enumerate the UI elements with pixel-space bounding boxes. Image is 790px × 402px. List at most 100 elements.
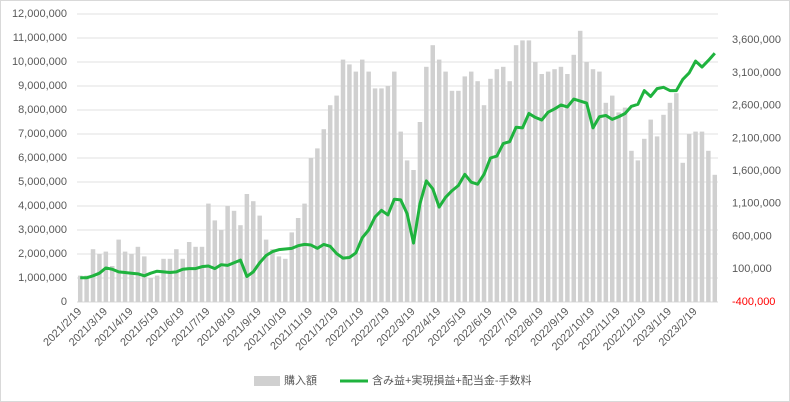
bar — [199, 246, 205, 302]
y-tick-label: 11,000,000 — [13, 32, 67, 44]
bar — [571, 54, 577, 302]
bar — [360, 59, 365, 302]
bar — [327, 105, 333, 302]
bar — [167, 258, 173, 302]
bar — [699, 131, 705, 302]
bar — [77, 275, 83, 302]
bar — [186, 242, 192, 302]
bar — [526, 40, 532, 303]
bar — [674, 93, 679, 302]
bar — [545, 71, 551, 302]
bar — [398, 131, 403, 302]
bar — [635, 160, 641, 302]
bar — [404, 160, 410, 302]
bar — [122, 251, 128, 302]
bar — [84, 275, 89, 302]
bar — [654, 136, 660, 302]
bar — [565, 74, 570, 302]
bar — [379, 88, 384, 303]
bar — [212, 220, 218, 302]
bar — [667, 102, 673, 302]
bar — [712, 174, 718, 302]
bar — [430, 45, 435, 302]
y2-tick-label: 3,600,000 — [732, 34, 781, 46]
bar — [603, 102, 609, 302]
y-tick-label: 12,000,000 — [12, 8, 67, 20]
bar — [501, 66, 506, 302]
y2-tick-label: -400,000 — [732, 296, 775, 308]
bar — [693, 131, 698, 302]
y-tick-label: 1,000,000 — [18, 272, 67, 284]
bar — [680, 162, 685, 302]
bar — [597, 71, 602, 302]
bar — [488, 78, 493, 302]
bar — [97, 254, 102, 302]
bar — [334, 95, 339, 302]
y2-tick-label: 100,000 — [732, 263, 772, 275]
y2-tick-label: 600,000 — [732, 230, 772, 242]
bar — [468, 71, 474, 302]
bar — [577, 30, 583, 303]
bar — [443, 71, 448, 302]
bar — [353, 71, 359, 302]
bar — [289, 232, 294, 302]
bar — [103, 251, 109, 302]
bar — [642, 138, 647, 302]
bar — [609, 95, 615, 302]
bar — [475, 81, 480, 302]
y2-tick-label: 1,100,000 — [732, 198, 781, 210]
y2-tick-label: 2,600,000 — [732, 100, 781, 112]
bar — [347, 64, 352, 303]
bar — [308, 158, 314, 302]
y-tick-label: 9,000,000 — [18, 80, 67, 92]
y-tick-label: 8,000,000 — [18, 104, 67, 116]
bar — [263, 239, 269, 302]
line-series — [80, 52, 716, 280]
bar — [622, 107, 628, 302]
bar — [340, 59, 346, 302]
bar — [366, 71, 371, 302]
y-tick-label: 3,000,000 — [18, 224, 67, 236]
bar — [315, 148, 320, 302]
bar — [174, 249, 179, 302]
bar — [686, 134, 692, 302]
legend-label: 購入額 — [284, 373, 317, 387]
bar — [276, 256, 282, 302]
bar — [244, 194, 250, 302]
bar — [520, 40, 525, 303]
y-tick-label: 2,000,000 — [18, 248, 67, 260]
y-tick-label: 10,000,000 — [12, 56, 67, 68]
y-tick-label: 0 — [61, 296, 67, 308]
bar — [456, 90, 461, 302]
bar — [539, 74, 544, 302]
bar — [321, 129, 327, 302]
legend-label: 含み益+実現損益+配当金-手数料 — [372, 373, 532, 387]
bar — [295, 218, 301, 302]
bar — [513, 45, 519, 302]
bar — [302, 203, 307, 302]
y2-tick-label: 3,100,000 — [732, 67, 781, 79]
bar — [225, 206, 230, 302]
bar — [558, 66, 564, 302]
bar — [283, 258, 288, 302]
bar — [436, 59, 442, 302]
bar — [590, 69, 596, 302]
y-tick-label: 7,000,000 — [18, 128, 67, 140]
bar — [161, 258, 166, 302]
bar — [180, 258, 186, 302]
bar — [206, 203, 211, 302]
bar — [385, 86, 391, 302]
bar — [507, 81, 512, 302]
bar — [110, 266, 115, 302]
bar — [629, 150, 634, 302]
bar — [533, 62, 538, 302]
bar — [257, 215, 262, 302]
bar — [552, 69, 557, 302]
bar — [251, 201, 256, 302]
bar — [462, 76, 468, 303]
bar — [584, 62, 589, 302]
bar — [648, 119, 653, 302]
bar — [372, 88, 378, 303]
y-tick-label: 5,000,000 — [18, 176, 67, 188]
